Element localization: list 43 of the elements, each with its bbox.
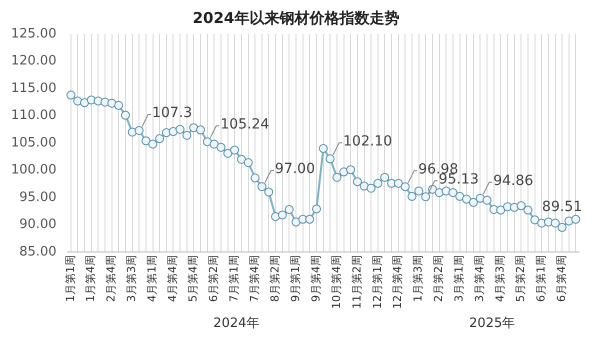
y-tick-label: 105.00 [10, 135, 56, 150]
x-tick-label: 7月第4周 [248, 255, 261, 302]
y-tick-label: 85.00 [19, 244, 56, 260]
y-tick-label: 120.00 [10, 54, 56, 69]
text: 2025年 [469, 316, 516, 331]
x-tick-label: 5月第2周 [514, 255, 528, 302]
data-label: 89.51 [542, 199, 582, 216]
x-tick-label: 2月第2周 [432, 255, 446, 302]
y-tick-label: 100.00 [10, 162, 56, 178]
data-label: 97.00 [274, 161, 316, 178]
x-tick-label: 11月第2周 [350, 255, 364, 310]
x-tick-label: 9月第1周 [288, 255, 302, 302]
x-tick-label: 6月第2周 [207, 255, 220, 302]
x-tick-label: 5月第4周 [186, 255, 200, 302]
x-tick-label: 1月第3周 [412, 255, 425, 302]
x-tick-label: 1月第4周 [84, 255, 98, 302]
y-tick-label: 115.00 [10, 80, 56, 96]
y-tick-label: 110.00 [10, 108, 56, 124]
x-tick-label: 4月第1周 [146, 255, 159, 302]
x-tick-label: 7月第1周 [227, 255, 240, 302]
x-tick-label: 9月第4周 [309, 255, 322, 302]
y-tick-label: 95.00 [19, 190, 56, 205]
data-label: 107.3 [152, 105, 192, 122]
x-tick-label: 8月第2周 [268, 255, 282, 302]
text: 2024年 [213, 316, 260, 331]
x-tick-label: 6月第4周 [554, 255, 568, 302]
y-tick-label: 90.00 [19, 217, 56, 232]
x-tick-label: 4月第3周 [494, 255, 507, 302]
x-tick-label: 10月第4周 [330, 255, 343, 310]
chart-title: 2024年以来钢材价格指数走势 [192, 8, 400, 27]
x-tick-label: 3月第4周 [473, 255, 486, 302]
data-label: 102.10 [343, 133, 392, 150]
data-label: 94.86 [493, 172, 534, 189]
x-tick-label: 3月第1周 [452, 255, 466, 302]
x-tick-label: 12月第4周 [391, 255, 404, 310]
x-tick-label: 2月第4周 [104, 255, 118, 302]
x-tick-label: 3月第3周 [125, 255, 138, 302]
x-tick-label: 4月第4周 [166, 255, 180, 302]
data-label: 105.24 [220, 116, 270, 132]
y-tick-label: 125.00 [10, 26, 56, 42]
x-tick-label: 6月第1周 [534, 255, 548, 302]
x-tick-label: 12月第1周 [370, 255, 384, 310]
x-tick-label: 1月第1周 [64, 255, 77, 302]
